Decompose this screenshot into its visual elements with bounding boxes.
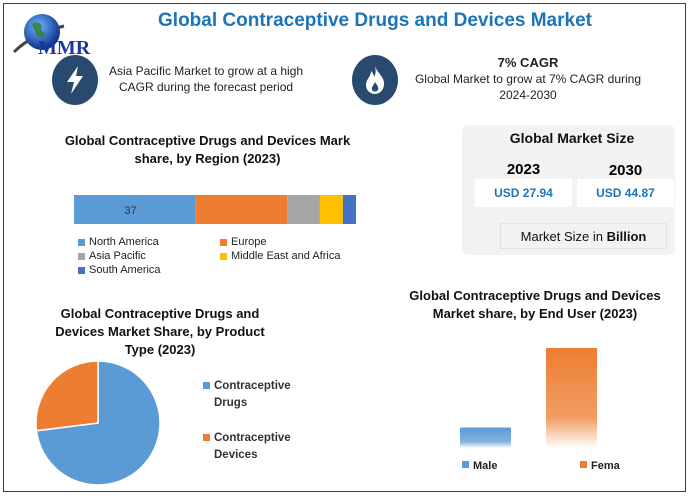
product-chart-title: Global Contraceptive Drugs and Devices M… xyxy=(40,305,280,359)
legend-swatch xyxy=(203,382,210,389)
legend-item-europe: Europe xyxy=(220,236,266,248)
legend-swatch xyxy=(580,461,587,468)
legend-label: Devices xyxy=(214,448,258,461)
bar-female xyxy=(546,348,597,448)
bar-segment-middle-east-and-africa xyxy=(319,195,343,224)
page-title: Global Contraceptive Drugs and Devices M… xyxy=(158,10,592,31)
legend-label-female: Female xyxy=(591,460,620,472)
bar-segment-europe xyxy=(195,195,288,224)
bar-segment-north-america xyxy=(74,195,196,224)
legend-swatch xyxy=(78,266,85,274)
bar-segment-asia-pacific xyxy=(287,195,320,224)
title-line: Global Contraceptive Drugs and Devices M… xyxy=(64,133,351,148)
highlight-line: Global Market to grow at 7% CAGR during xyxy=(414,72,642,86)
mmr-logo: MMR xyxy=(12,12,120,59)
legend-item-asia-pacific: Asia Pacific xyxy=(78,250,146,262)
flame-icon xyxy=(352,55,398,105)
region-stacked-bar: 37 xyxy=(74,195,356,224)
legend-label: Drugs xyxy=(214,396,248,409)
legend-swatch xyxy=(203,434,210,441)
legend-swatch xyxy=(462,461,469,468)
title-line: Global Contraceptive Drugs and xyxy=(60,306,260,321)
highlight-line: Asia Pacific Market to grow at a high xyxy=(108,64,304,78)
legend-item-middle-east-and-africa: Middle East and Africa xyxy=(220,250,340,262)
frame-border xyxy=(3,3,686,492)
legend-item-contraceptive-devices: Contraceptive Devices xyxy=(203,429,303,463)
legend-item-contraceptive-drugs: Contraceptive Drugs xyxy=(203,377,303,411)
bar-segment-south-america xyxy=(342,195,356,224)
legend-label: Contraceptive xyxy=(203,377,303,394)
legend-item-south-america: South America xyxy=(78,264,161,276)
value-2030: USD 44.87 xyxy=(577,179,674,207)
product-pie-chart xyxy=(35,360,161,486)
title-line: share, by Region (2023) xyxy=(134,151,281,166)
market-size-title: Global Market Size xyxy=(509,130,635,146)
legend-label: Asia Pacific xyxy=(89,250,146,262)
legend-swatch xyxy=(78,252,85,260)
legend-item-north-america: North America xyxy=(78,236,159,248)
globe-icon: MMR xyxy=(12,14,91,59)
title-line: Devices Market Share, by Product xyxy=(55,324,265,339)
highlight-line: CAGR during the forecast period xyxy=(118,80,294,94)
legend-label: Contraceptive xyxy=(203,429,303,446)
legend-label: Middle East and Africa xyxy=(231,250,341,262)
data-label: 37 xyxy=(125,205,137,217)
title-line: Type (2023) xyxy=(124,342,196,357)
highlight-line: 2024-2030 xyxy=(499,88,557,102)
legend-label-male: Male xyxy=(473,460,497,472)
cagr-highlight: 7% CAGR Global Market to grow at 7% CAGR… xyxy=(400,55,656,103)
title-line: Global Contraceptive Drugs and Devices xyxy=(409,288,661,303)
title-line: Market share, by End User (2023) xyxy=(432,306,638,321)
value-2023: USD 27.94 xyxy=(475,179,572,207)
year-2030: 2030 xyxy=(608,162,643,179)
asia-pacific-highlight: Asia Pacific Market to grow at a high CA… xyxy=(100,63,312,95)
bar-male xyxy=(460,427,511,448)
legend-swatch xyxy=(220,238,227,246)
year-2023: 2023 xyxy=(506,161,541,178)
legend-label: North America xyxy=(89,236,159,248)
lightning-icon xyxy=(52,55,98,105)
market-size-unit: Market Size in Billion xyxy=(500,223,667,249)
legend-label: South America xyxy=(89,264,161,276)
legend-swatch xyxy=(220,252,227,260)
legend-swatch xyxy=(78,238,85,246)
legend-label: Europe xyxy=(231,236,267,248)
cagr-heading: 7% CAGR xyxy=(497,55,559,70)
end-user-bar-chart: Male Female xyxy=(460,348,620,472)
pie-slice-contraceptive-devices xyxy=(35,360,99,432)
unit-bold: Billion xyxy=(606,228,647,244)
logo-text: MMR xyxy=(38,37,91,58)
region-chart-title: Global Contraceptive Drugs and Devices M… xyxy=(60,132,355,168)
unit-prefix: Market Size in xyxy=(520,228,607,244)
end-user-chart-title: Global Contraceptive Drugs and Devices M… xyxy=(390,287,680,323)
